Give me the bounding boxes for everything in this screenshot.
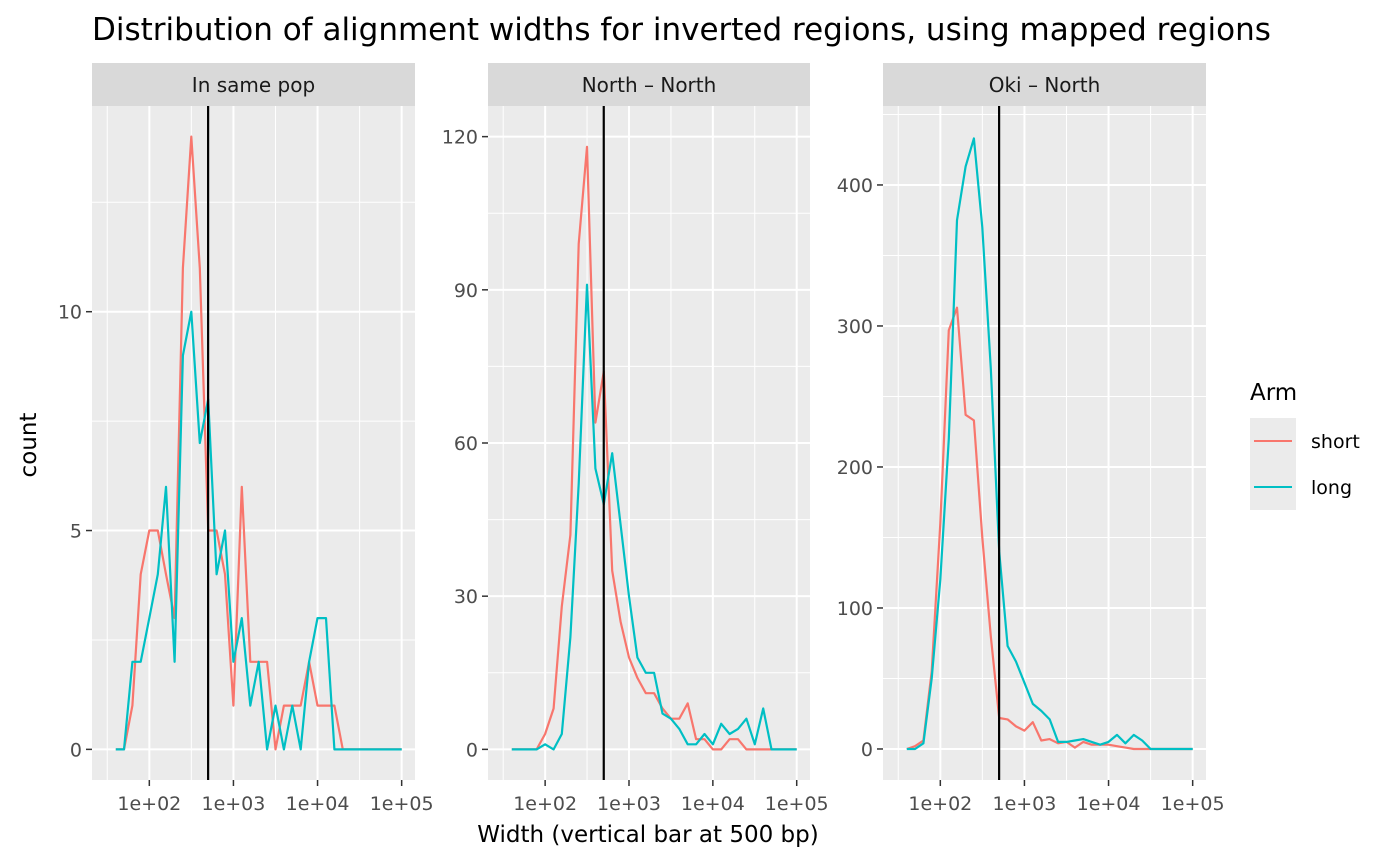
series-line-long bbox=[115, 310, 402, 751]
legend-title: Arm bbox=[1250, 380, 1297, 406]
facet-strip bbox=[488, 63, 810, 106]
facet-strip-label: North – North bbox=[582, 73, 717, 97]
panel-background bbox=[883, 106, 1206, 780]
y-axis-title: count bbox=[16, 413, 42, 478]
x-tick-label: 1e+05 bbox=[370, 793, 434, 815]
y-tick-label: 10 bbox=[58, 302, 82, 324]
y-tick-label: 100 bbox=[837, 598, 873, 620]
y-tick-label: 90 bbox=[454, 280, 478, 302]
y-tick-label: 120 bbox=[442, 127, 478, 149]
series-line-long bbox=[511, 283, 797, 751]
y-tick-label: 5 bbox=[70, 521, 82, 543]
panel-3: Oki – North 0 100 200 300 400 1e+02 1e+03 1e+04 1… bbox=[837, 63, 1225, 815]
y-tick-label: 30 bbox=[454, 586, 478, 608]
series-line-short bbox=[511, 145, 797, 751]
facet-strip bbox=[92, 63, 415, 106]
y-tick-label: 0 bbox=[70, 739, 82, 761]
x-tick-label: 1e+04 bbox=[681, 793, 745, 815]
facet-strip bbox=[883, 63, 1206, 106]
chart-title: Distribution of alignment widths for inv… bbox=[92, 12, 1271, 48]
legend-label-long: long bbox=[1311, 477, 1352, 499]
x-tick-label: 1e+02 bbox=[908, 793, 972, 815]
x-tick-label: 1e+04 bbox=[286, 793, 350, 815]
x-tick-label: 1e+03 bbox=[597, 793, 661, 815]
y-tick-label: 400 bbox=[837, 175, 873, 197]
y-tick-label: 0 bbox=[466, 739, 478, 761]
y-tick-label: 0 bbox=[861, 739, 873, 761]
x-tick-label: 1e+03 bbox=[201, 793, 265, 815]
panel-background bbox=[92, 106, 415, 780]
x-axis-title: Width (vertical bar at 500 bp) bbox=[477, 822, 818, 848]
x-tick-label: 1e+04 bbox=[1077, 793, 1141, 815]
y-tick-label: 60 bbox=[454, 433, 478, 455]
x-tick-label: 1e+05 bbox=[1161, 793, 1225, 815]
y-tick-label: 300 bbox=[837, 316, 873, 338]
x-tick-label: 1e+02 bbox=[513, 793, 577, 815]
x-tick-label: 1e+05 bbox=[765, 793, 829, 815]
legend-label-short: short bbox=[1311, 431, 1360, 453]
panel-2: North – North 0 30 60 90 120 1e+02 1e+03 1e+04 1e… bbox=[442, 63, 829, 815]
y-tick-label: 200 bbox=[837, 457, 873, 479]
facet-strip-label: In same pop bbox=[192, 73, 315, 97]
x-tick-label: 1e+03 bbox=[992, 793, 1056, 815]
panel-1: In same pop 0 5 10 1e+02 1e+03 1e+04 1e+05 bbox=[58, 63, 434, 815]
x-tick-label: 1e+02 bbox=[117, 793, 181, 815]
facet-strip-label: Oki – North bbox=[989, 73, 1101, 97]
legend: Arm short long bbox=[1250, 380, 1360, 510]
series-line-long bbox=[906, 137, 1193, 751]
